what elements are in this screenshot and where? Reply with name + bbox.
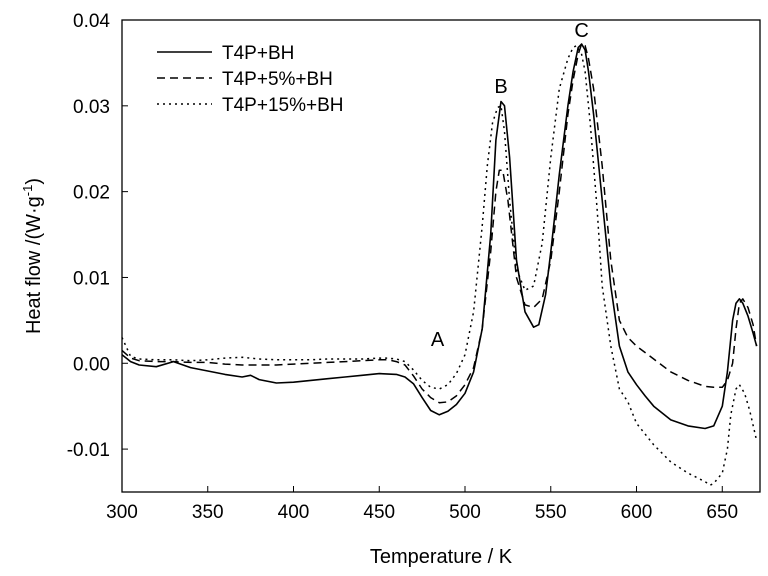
series-line-2 [121,43,758,404]
x-tick-label: 600 [621,502,653,523]
x-tick-label: 300 [106,502,138,523]
x-tick-label: 550 [535,502,567,523]
x-axis-ticks: 300 350 400 450 500 550 600 650 [106,486,738,523]
y-axis-title-main: Heat flow /(W·g [23,196,45,334]
y-tick-label: 0.04 [73,11,110,32]
peak-label-b: B [494,76,507,98]
series-line-1 [121,43,758,430]
y-axis-title-sup: -1 [20,185,35,197]
y-tick-label: -0.01 [67,440,110,461]
x-tick-label: 450 [363,502,395,523]
y-tick-label: 0.00 [73,354,110,375]
y-tick-label: 0.03 [73,97,110,118]
y-tick-label: 0.01 [73,268,110,289]
x-tick-label: 500 [449,502,481,523]
peak-annotations: A B C [431,20,589,351]
legend-label-2: T4P+5%+BH [222,69,333,90]
peak-label-a: A [431,329,445,351]
y-axis-title-close: ) [23,178,45,185]
peak-label-c: C [574,20,588,42]
x-axis-title: Temperature / K [370,546,513,568]
legend-label-1: T4P+BH [222,43,294,64]
y-axis-ticks: -0.01 0.00 0.01 0.02 0.03 0.04 [67,11,128,461]
legend: T4P+BH T4P+5%+BH T4P+15%+BH [157,43,343,116]
x-tick-label: 350 [192,502,224,523]
x-tick-label: 400 [278,502,310,523]
y-axis-title: Heat flow /(W·g-1) [20,178,45,334]
plot-frame [121,19,761,493]
series-layer [121,43,758,486]
legend-label-3: T4P+15%+BH [222,95,343,116]
series-line-3 [121,44,758,486]
y-tick-label: 0.02 [73,183,110,204]
x-tick-label: 650 [706,502,738,523]
